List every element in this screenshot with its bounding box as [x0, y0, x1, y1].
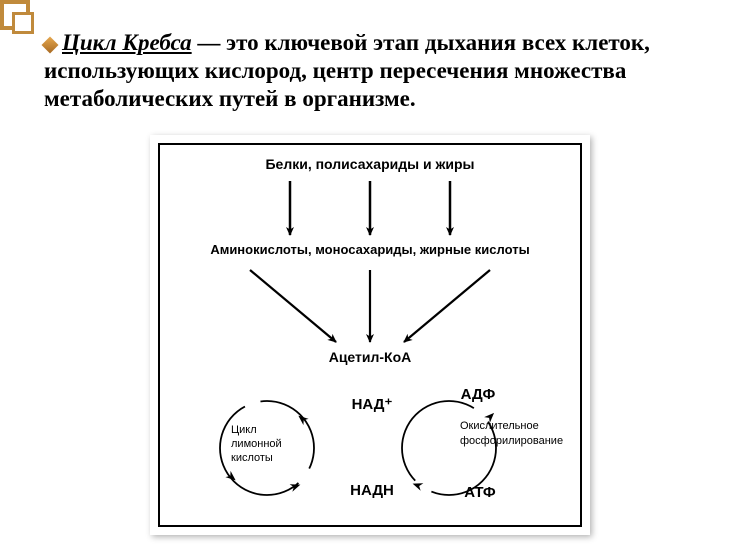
diagram-label-oxphos1: Окислительное — [460, 420, 539, 432]
definition-paragraph: Цикл Кребса — это ключевой этап дыхания … — [44, 29, 714, 113]
cycle-gap — [245, 401, 261, 406]
diagram-label-cyc3: кислоты — [231, 452, 273, 464]
diagram-label-nadh: НАДН — [350, 482, 394, 499]
term: Цикл Кребса — [62, 30, 192, 55]
diagram-border: Белки, полисахариды и жиры Аминокислоты, … — [158, 143, 582, 527]
diagram-label-adf: АДФ — [461, 386, 496, 403]
bullet-icon — [42, 37, 59, 54]
diagram-svg: Белки, полисахариды и жиры Аминокислоты, … — [160, 145, 580, 525]
diagram-label-top2: Аминокислоты, моносахариды, жирные кисло… — [210, 242, 529, 257]
flow-arrow — [404, 270, 490, 342]
cycle-gap — [298, 469, 309, 483]
deco-square-2 — [12, 12, 34, 34]
diagram-label-cyc2: лимонной — [231, 438, 282, 450]
diagram-label-oxphos2: фосфорилирование — [460, 435, 563, 447]
diagram-label-ac: Ацетил-КоА — [329, 349, 412, 365]
slide-deco — [0, 0, 36, 552]
diagram-label-nadp: НАД⁺ — [352, 396, 393, 413]
content: Цикл Кребса — это ключевой этап дыхания … — [44, 6, 714, 136]
flow-arrow — [250, 270, 336, 342]
diagram-label-cyc1: Цикл — [231, 424, 257, 436]
diagram-label-top1: Белки, полисахариды и жиры — [265, 156, 474, 172]
diagram-label-atf: АТФ — [464, 484, 496, 501]
diagram-card: Белки, полисахариды и жиры Аминокислоты, … — [150, 135, 590, 535]
